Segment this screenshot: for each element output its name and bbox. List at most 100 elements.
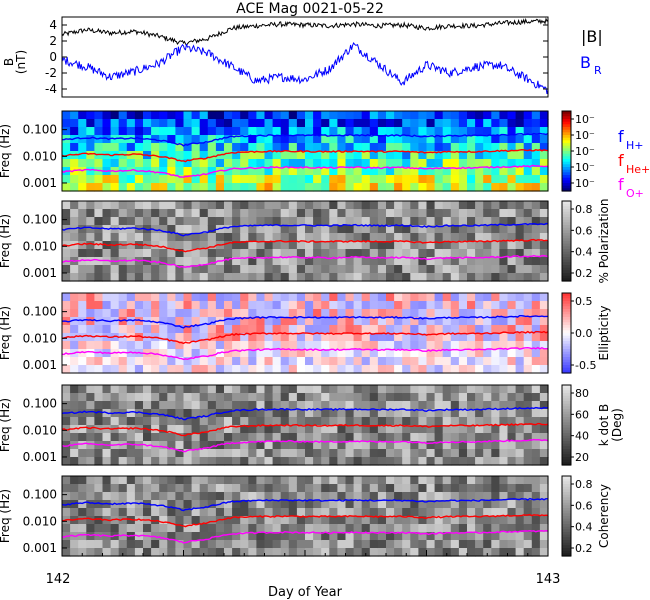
spectrogram-cell xyxy=(434,417,444,426)
spectrogram-cell xyxy=(86,167,95,176)
spectrogram-cell xyxy=(337,457,347,466)
spectrogram-cell xyxy=(224,233,233,242)
spectrogram-cell xyxy=(515,508,525,517)
power-colorbar-step xyxy=(562,172,571,176)
spectrogram-cell xyxy=(126,265,136,274)
spectrogram-cell xyxy=(434,516,444,525)
polarization-colorbar-step xyxy=(562,222,571,226)
spectrogram-cell xyxy=(426,233,436,242)
spectrogram-cell xyxy=(240,293,249,302)
spectrogram-cell xyxy=(126,273,136,282)
spectrogram-cell xyxy=(126,175,136,184)
spectrogram-cell xyxy=(507,548,517,557)
spectrogram-cell xyxy=(159,449,168,458)
spectrogram-cell xyxy=(78,409,87,418)
spectrogram-cell xyxy=(523,241,533,250)
spectrogram-cell xyxy=(224,135,233,144)
spectrogram-cell xyxy=(345,257,355,266)
spectrogram-cell xyxy=(499,241,509,250)
spectrogram-cell xyxy=(410,508,419,517)
spectrogram-cell xyxy=(539,301,549,310)
spectrogram-cell xyxy=(418,540,428,549)
spectrogram-cell xyxy=(240,492,249,501)
spectrogram-cell xyxy=(475,476,484,485)
spectrogram-cell xyxy=(305,492,314,501)
spectrogram-cell xyxy=(329,365,338,374)
spectrogram-cell xyxy=(402,143,411,152)
spectrogram-cell xyxy=(531,508,541,517)
spectrogram-cell xyxy=(402,449,411,458)
spectrogram-cell xyxy=(467,249,476,258)
spectrogram-cell xyxy=(264,476,274,485)
spectrogram-cell xyxy=(94,349,104,358)
spectrogram-cell xyxy=(207,441,217,450)
spectrogram-cell xyxy=(434,111,444,120)
spectrogram-cell xyxy=(507,111,517,120)
coherency-colorbar-step xyxy=(562,521,571,525)
spectrogram-cell xyxy=(248,135,257,144)
spectrogram-cell xyxy=(394,127,403,136)
spectrogram-cell xyxy=(410,135,419,144)
spectrogram-cell xyxy=(151,273,160,282)
spectrogram-cell xyxy=(175,233,185,242)
spectrogram-cell xyxy=(78,249,87,258)
spectrogram-cell xyxy=(248,433,257,442)
spectrogram-cell xyxy=(426,401,436,410)
spectrogram-cell xyxy=(248,217,257,226)
spectrogram-cell xyxy=(402,500,411,509)
spectrogram-cell xyxy=(491,385,500,394)
spectrogram-cell xyxy=(118,135,128,144)
spectrogram-cell xyxy=(313,341,322,350)
spectrogram-cell xyxy=(296,167,306,176)
spectrogram-cell xyxy=(143,309,152,318)
spectrogram-cell xyxy=(70,524,79,533)
spectrogram-cell xyxy=(305,241,314,250)
spectrogram-cell xyxy=(410,209,419,218)
spectrogram-cell xyxy=(386,409,395,418)
kdotb-colorbar-tick-label: 60 xyxy=(575,408,589,421)
spectrogram-cell xyxy=(102,111,112,120)
spectrogram-cell xyxy=(467,457,476,466)
spectrogram-cell xyxy=(475,209,484,218)
spectrogram-cell xyxy=(450,417,460,426)
spectrogram-cell xyxy=(296,401,306,410)
spectrogram-cell xyxy=(305,476,314,485)
spectrogram-cell xyxy=(143,143,152,152)
spectrogram-cell xyxy=(418,524,428,533)
spectrogram-cell xyxy=(110,341,120,350)
spectrogram-cell xyxy=(377,441,387,450)
coherency-colorbar-step xyxy=(562,502,571,506)
spectrogram-cell xyxy=(313,492,322,501)
spectrogram-cell xyxy=(442,111,452,120)
spectrogram-cell xyxy=(280,484,290,493)
spectrogram-cell xyxy=(110,119,120,128)
spectrogram-cell xyxy=(183,341,193,350)
spectrogram-cell xyxy=(539,233,549,242)
spectrogram-cell xyxy=(394,385,403,394)
spectrogram-cell xyxy=(224,119,233,128)
spectrogram-cell xyxy=(70,225,79,234)
spectrogram-cell xyxy=(159,365,168,374)
spectrogram-cell xyxy=(458,476,468,485)
power-colorbar-step xyxy=(562,164,571,168)
spectrogram-cell xyxy=(321,293,330,302)
spectrogram-cell xyxy=(240,273,249,282)
spectrogram-cell xyxy=(167,449,176,458)
spectrogram-cell xyxy=(143,365,152,374)
spectrogram-cell xyxy=(134,127,144,136)
spectrogram-cell xyxy=(531,111,541,120)
spectrogram-cell xyxy=(434,333,444,342)
spectrogram-cell xyxy=(499,135,509,144)
kdotb-colorbar-sublabel: (Deg) xyxy=(610,408,624,442)
spectrogram-cell xyxy=(232,135,241,144)
spectrogram-cell xyxy=(475,457,484,466)
spectrogram-cell xyxy=(78,135,87,144)
spectrogram-cell xyxy=(159,273,168,282)
spectrogram-cell xyxy=(70,385,79,394)
spectrogram-cell xyxy=(78,548,87,557)
spectrogram-cell xyxy=(539,249,549,258)
spectrogram-cell xyxy=(183,317,193,326)
spectrogram-cell xyxy=(151,159,160,168)
spectrogram-cell xyxy=(280,548,290,557)
spectrogram-cell xyxy=(102,127,112,136)
